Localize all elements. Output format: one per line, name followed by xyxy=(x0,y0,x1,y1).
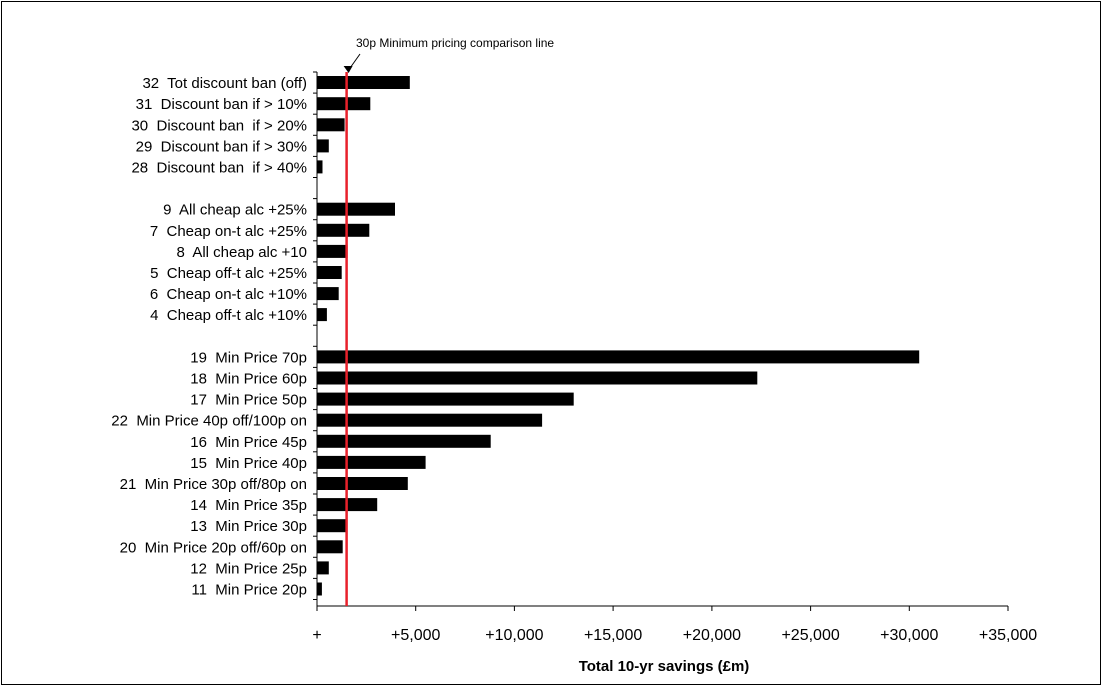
bar xyxy=(317,371,758,385)
x-tick-label: +25,000 xyxy=(781,627,839,644)
x-axis: + +5,000 +10,000 +15,000 +20,000 +25,000 +30,0… xyxy=(312,71,1037,644)
reference-line-annotation: 30p Minimum pricing comparison line xyxy=(356,36,554,50)
bar xyxy=(317,266,342,279)
bar xyxy=(317,139,329,153)
x-tick-label: +20,000 xyxy=(683,627,741,644)
category-label: 7 Cheap on-t alc +25% xyxy=(150,223,307,240)
category-label: 18 Min Price 60p xyxy=(190,371,307,388)
bar xyxy=(317,287,339,301)
x-tick-label: +35,000 xyxy=(979,627,1037,644)
bar xyxy=(317,160,323,174)
x-axis-title: Total 10-yr savings (£m) xyxy=(579,658,750,675)
x-tick-label: +5,000 xyxy=(391,627,440,644)
bar xyxy=(317,76,410,89)
bar xyxy=(317,561,329,575)
bar xyxy=(317,434,491,448)
category-label: 28 Discount ban if > 40% xyxy=(131,159,307,176)
category-label: 6 Cheap on-t alc +10% xyxy=(150,286,307,303)
x-tick-label: +10,000 xyxy=(485,627,543,644)
bar xyxy=(317,223,370,237)
category-label: 8 All cheap alc +10 xyxy=(176,244,307,261)
x-tick-label: + xyxy=(312,627,321,644)
category-label: 13 Min Price 30p xyxy=(190,518,307,535)
x-tick-label: +15,000 xyxy=(584,627,642,644)
bar xyxy=(317,519,346,533)
category-label: 4 Cheap off-t alc +10% xyxy=(150,307,307,324)
category-label: 30 Discount ban if > 20% xyxy=(131,117,307,134)
bar xyxy=(317,477,408,490)
x-tick-label: +30,000 xyxy=(880,627,938,644)
category-label: 15 Min Price 40p xyxy=(190,455,307,472)
bar xyxy=(317,244,348,258)
category-label: 32 Tot discount ban (off) xyxy=(142,75,307,92)
category-label: 19 Min Price 70p xyxy=(190,349,307,366)
bar xyxy=(317,97,371,111)
category-label: 9 All cheap alc +25% xyxy=(163,202,307,219)
annotation-arrowhead xyxy=(343,66,353,73)
category-labels: 32 Tot discount ban (off) 31 Discount ban… xyxy=(111,75,307,599)
bar xyxy=(317,118,345,132)
category-label: 12 Min Price 25p xyxy=(190,560,307,577)
category-label: 29 Discount ban if > 30% xyxy=(136,138,307,155)
bar xyxy=(317,350,920,364)
category-label: 16 Min Price 45p xyxy=(190,434,307,451)
reference-line-layer: 30p Minimum pricing comparison line xyxy=(343,36,554,606)
category-label: 31 Discount ban if > 10% xyxy=(136,96,307,113)
category-label: 22 Min Price 40p off/100p on xyxy=(111,413,307,430)
bar xyxy=(317,308,327,322)
bar xyxy=(317,202,395,216)
category-label: 11 Min Price 20p xyxy=(191,582,307,599)
bar xyxy=(317,392,574,406)
category-label: 5 Cheap off-t alc +25% xyxy=(150,265,307,282)
category-label: 17 Min Price 50p xyxy=(190,392,307,409)
category-label: 20 Min Price 20p off/60p on xyxy=(120,539,307,556)
bar xyxy=(317,413,543,427)
bar xyxy=(317,582,322,596)
category-label: 14 Min Price 35p xyxy=(190,497,307,514)
bar xyxy=(317,540,343,554)
bar xyxy=(317,455,426,469)
bars-layer xyxy=(317,76,920,596)
category-label: 21 Min Price 30p off/80p on xyxy=(120,476,307,493)
